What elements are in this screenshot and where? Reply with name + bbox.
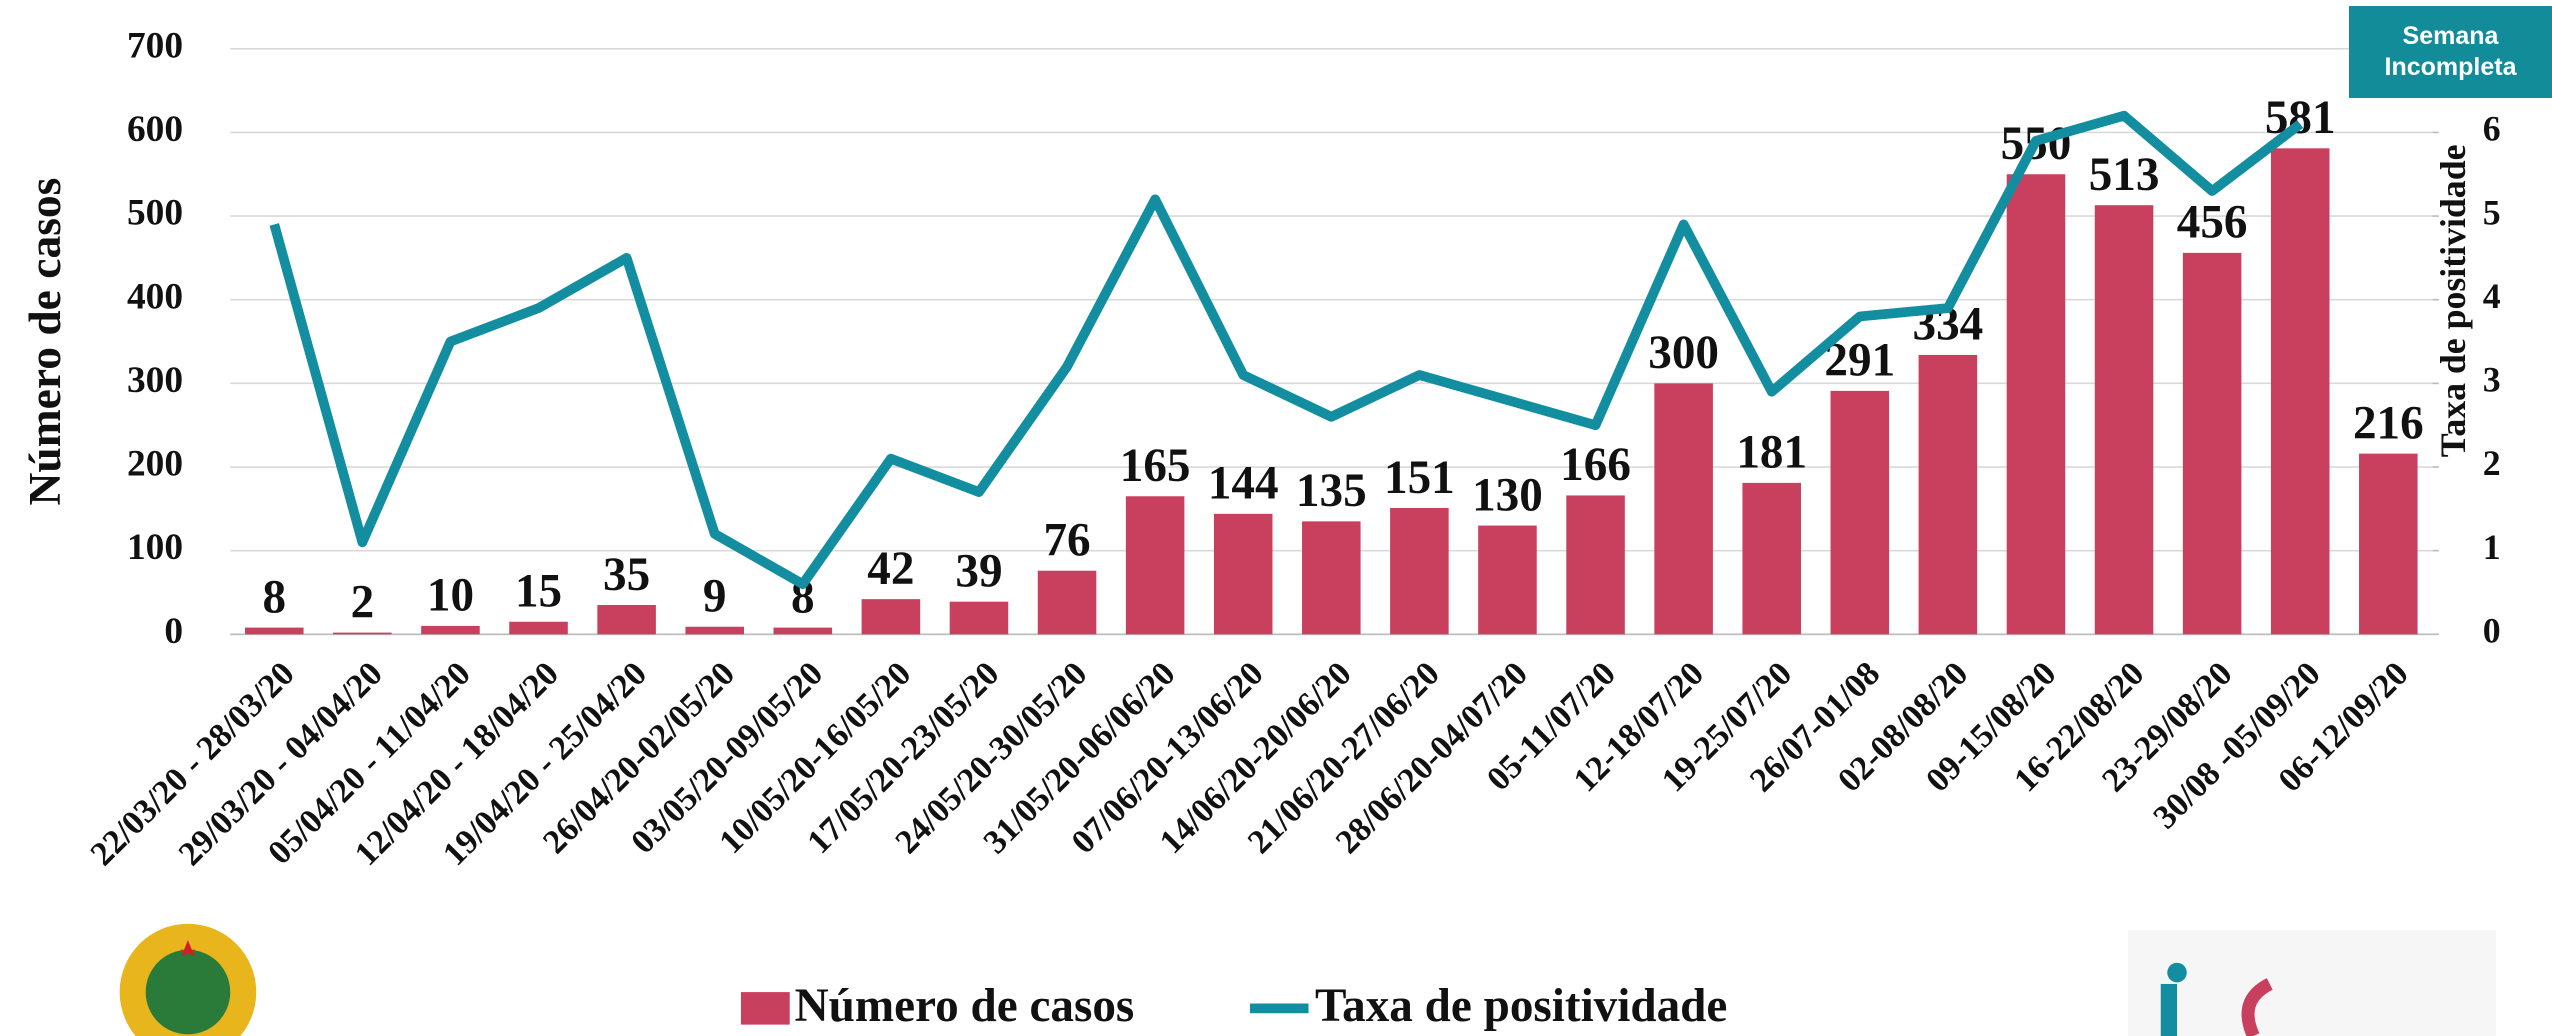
data-label: 2 xyxy=(351,576,375,628)
data-label: 181 xyxy=(1736,427,1807,479)
data-label: 216 xyxy=(2353,397,2424,449)
emblem xyxy=(119,923,257,1036)
bar xyxy=(421,625,480,635)
bar xyxy=(245,627,304,635)
y2-tick-label: 3 xyxy=(2483,360,2501,400)
bar xyxy=(333,632,392,635)
y-tick-label: 700 xyxy=(127,25,183,66)
y-axis-label: Número de casos xyxy=(19,178,70,506)
bar xyxy=(1037,570,1097,635)
y2-tick-label: 0 xyxy=(2483,611,2501,651)
data-label: 9 xyxy=(703,571,727,623)
bar xyxy=(1566,495,1625,635)
bar xyxy=(1918,354,1978,635)
y2-axis-label: Taxa de positividade xyxy=(2433,145,2473,458)
data-label: 10 xyxy=(427,570,474,622)
bar xyxy=(509,621,568,635)
annotation: Semana Incompleta xyxy=(2349,6,2552,98)
y-tick-label: 300 xyxy=(127,360,183,401)
legend-label: Taxa de positividade xyxy=(1315,980,1727,1032)
y-tick-label: 500 xyxy=(127,193,183,234)
data-label: 291 xyxy=(1824,335,1895,387)
data-label: 144 xyxy=(1208,458,1279,510)
bar xyxy=(1125,496,1185,635)
bar xyxy=(685,626,744,635)
data-label: 76 xyxy=(1043,515,1090,567)
y2-tick-label: 2 xyxy=(2483,443,2501,483)
y2-tick-label: 4 xyxy=(2483,276,2501,316)
bar xyxy=(773,627,833,635)
y-tick-label: 200 xyxy=(127,444,183,485)
y2-tick-label: 1 xyxy=(2483,527,2501,567)
data-label: 35 xyxy=(603,549,650,601)
y2-tick-label: 5 xyxy=(2483,192,2501,232)
bar xyxy=(949,601,1009,635)
data-label: 42 xyxy=(867,543,914,595)
data-label: 456 xyxy=(2177,197,2248,249)
data-label: 513 xyxy=(2089,149,2160,201)
data-label: 166 xyxy=(1560,439,1631,491)
y-tick-label: 600 xyxy=(127,109,183,150)
bar xyxy=(2359,453,2418,635)
data-label: 151 xyxy=(1384,452,1455,504)
data-label: 165 xyxy=(1120,440,1191,492)
y-tick-label: 400 xyxy=(127,276,183,317)
bar xyxy=(861,599,921,635)
data-label: 300 xyxy=(1648,327,1719,379)
bar xyxy=(1830,390,1890,635)
bar xyxy=(2006,174,2066,635)
bar xyxy=(1742,482,1801,635)
bar xyxy=(2270,148,2330,635)
data-label: 39 xyxy=(955,545,1002,597)
data-label: 15 xyxy=(515,566,562,618)
data-label: 8 xyxy=(262,571,286,623)
bar xyxy=(2182,252,2242,635)
bar xyxy=(597,605,656,635)
bar xyxy=(1478,525,1537,635)
y-tick-label: 100 xyxy=(127,527,183,568)
bar xyxy=(1654,383,1713,635)
data-label: 130 xyxy=(1472,469,1543,521)
bar xyxy=(2094,205,2154,635)
legend-swatch xyxy=(740,992,790,1025)
bar xyxy=(1302,521,1361,635)
bar xyxy=(1390,507,1449,635)
bar xyxy=(1213,513,1273,635)
line xyxy=(269,110,2304,589)
logo xyxy=(2128,930,2496,1036)
y-tick-label: 0 xyxy=(164,611,183,652)
data-label: 135 xyxy=(1296,465,1367,517)
y2-tick-label: 6 xyxy=(2483,109,2501,149)
data-label: 581 xyxy=(2265,92,2336,144)
legend-label: Número de casos xyxy=(795,980,1135,1032)
